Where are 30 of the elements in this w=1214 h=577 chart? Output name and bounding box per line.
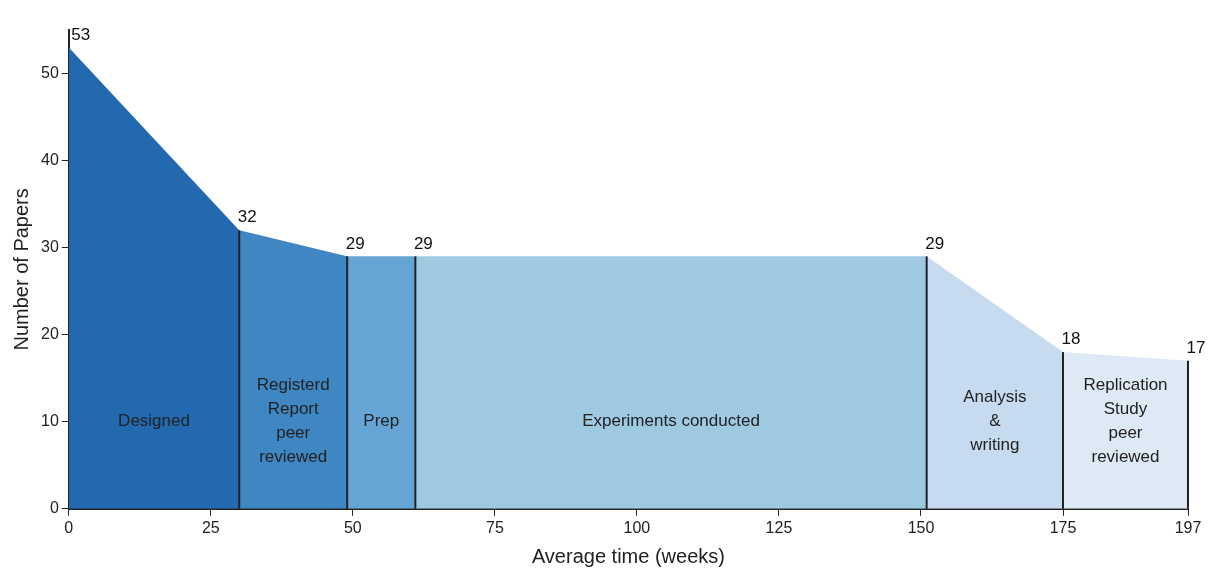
- y-axis-title: Number of Papers: [9, 188, 32, 351]
- y-tick-label: 0: [49, 499, 59, 517]
- x-tick-label: 75: [485, 518, 504, 536]
- y-tick-label: 10: [41, 412, 59, 430]
- data-label: 32: [237, 207, 257, 227]
- x-tick-label: 175: [1049, 518, 1077, 536]
- data-label: 29: [925, 233, 945, 253]
- data-label: 53: [71, 24, 91, 44]
- y-tick-label: 20: [41, 325, 59, 343]
- series-label: Designed: [118, 411, 190, 431]
- data-label: 17: [1186, 337, 1206, 357]
- x-tick-label: 50: [343, 518, 362, 536]
- data-label: 18: [1061, 329, 1081, 349]
- y-tick-label: 30: [41, 238, 59, 256]
- y-tick-label: 40: [41, 150, 59, 168]
- series-label: Replication Study peer reviewed: [1083, 375, 1168, 467]
- series-label: Registerd Report peer reviewed: [256, 375, 330, 467]
- data-label: 29: [345, 233, 365, 253]
- series-label: Prep: [363, 411, 400, 431]
- x-tick-label: 100: [623, 518, 651, 536]
- x-tick-label: 197: [1174, 518, 1202, 536]
- data-label: 29: [413, 233, 433, 253]
- series-label: Experiments conducted: [582, 411, 760, 431]
- x-tick-label: 150: [907, 518, 935, 536]
- y-tick-label: 50: [41, 63, 59, 81]
- series-label: Analysis & writing: [963, 387, 1027, 455]
- x-axis-title: Average time (weeks): [531, 544, 725, 567]
- x-tick-label: 125: [765, 518, 793, 536]
- x-tick-label: 0: [64, 518, 74, 536]
- x-tick-label: 25: [201, 518, 220, 536]
